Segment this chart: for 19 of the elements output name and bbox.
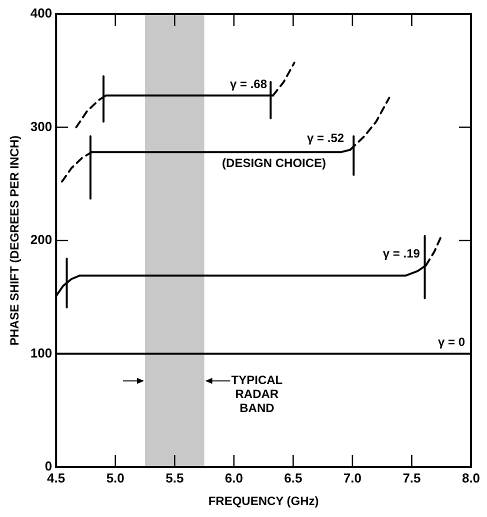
y-tick-label: 200	[30, 232, 52, 248]
y-axis-title: PHASE SHIFT (DEGREES PER INCH)	[8, 135, 22, 346]
y-tick-label: 100	[30, 345, 52, 360]
annotation: (DESIGN CHOICE)	[222, 156, 326, 170]
x-tick-label: 6.0	[224, 470, 243, 486]
x-tick-label: 7.5	[402, 470, 421, 486]
x-tick-label: 7.0	[343, 470, 362, 486]
x-tick-label: 6.5	[284, 470, 302, 486]
series-label: γ = 0	[438, 335, 466, 350]
x-axis-title: FREQUENCY (GHz)	[208, 494, 319, 508]
y-tick-label: 300	[30, 118, 52, 134]
series-label: γ = .52	[307, 131, 344, 146]
y-tick-label: 400	[30, 6, 52, 21]
x-tick-label: 5.5	[166, 470, 184, 486]
series-label: γ = .68	[230, 76, 268, 91]
x-tick-label: 5.0	[106, 470, 124, 486]
series-label: γ = .19	[382, 246, 420, 261]
x-tick-label: 8.0	[462, 470, 480, 486]
band-label: TYPICAL RADAR BAND	[231, 373, 283, 416]
